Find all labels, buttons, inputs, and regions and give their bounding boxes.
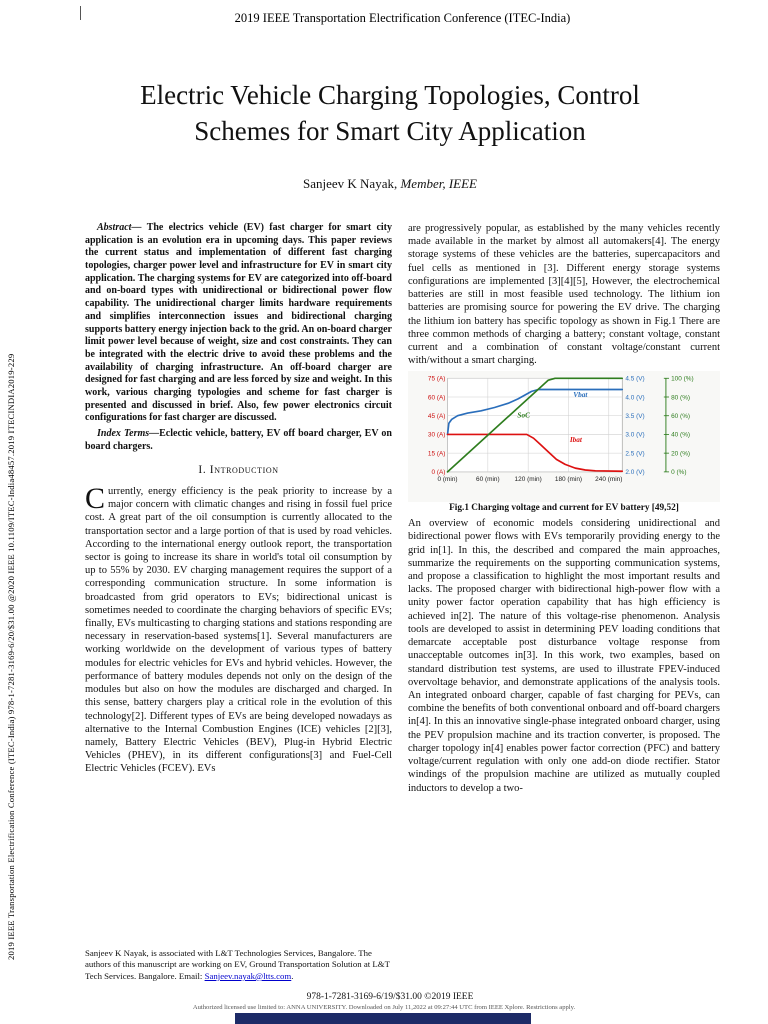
paper-title-line2: Schemes for Smart City Application — [194, 115, 586, 146]
crop-mark — [80, 6, 81, 20]
svg-text:15 (A): 15 (A) — [428, 451, 446, 458]
svg-text:0 (A): 0 (A) — [431, 470, 445, 477]
svg-text:100 (%): 100 (%) — [671, 376, 694, 383]
svg-text:75 (A): 75 (A) — [428, 376, 446, 383]
author-membership: Member, IEEE — [400, 176, 477, 191]
footer-bar — [235, 1013, 531, 1024]
svg-text:2.5 (V): 2.5 (V) — [625, 451, 644, 458]
paper-title: Electric Vehicle Charging Topologies, Co… — [60, 78, 720, 149]
svg-text:20 (%): 20 (%) — [671, 451, 690, 458]
svg-text:3.5 (V): 3.5 (V) — [625, 413, 644, 420]
svg-text:SoC: SoC — [517, 412, 530, 420]
svg-text:Vbat: Vbat — [573, 391, 588, 399]
footnote-period: . — [291, 970, 294, 981]
footer-copyright: 978-1-7281-3169-6/19/$31.00 ©2019 IEEE — [306, 992, 474, 1002]
svg-text:120 (min): 120 (min) — [515, 477, 542, 484]
left-column: Abstract— The electrics vehicle (EV) fas… — [85, 222, 392, 778]
svg-text:0 (min): 0 (min) — [438, 477, 458, 484]
svg-text:240 (min): 240 (min) — [595, 477, 622, 484]
svg-text:3.0 (V): 3.0 (V) — [625, 432, 644, 439]
right-column-paragraph-1: are progressively popular, as establishe… — [408, 223, 720, 367]
svg-text:60 (min): 60 (min) — [476, 477, 500, 484]
svg-text:4.0 (V): 4.0 (V) — [625, 395, 644, 402]
author-footnote: Sanjeev K Nayak, is associated with L&T … — [85, 948, 397, 982]
footnote-text: Sanjeev K Nayak, is associated with L&T … — [85, 948, 390, 981]
author-name: Sanjeev K Nayak, — [303, 176, 401, 191]
svg-text:45 (A): 45 (A) — [428, 413, 446, 420]
abstract-label: Abstract— — [97, 222, 147, 233]
svg-text:0 (%): 0 (%) — [671, 470, 686, 477]
abstract-text: The electrics vehicle (EV) fast charger … — [85, 222, 392, 424]
right-column-paragraph-2: An overview of economic models consideri… — [408, 518, 720, 794]
section-heading-introduction: I. Introduction — [198, 464, 279, 477]
figure-1-caption: Fig.1 Charging voltage and current for E… — [449, 503, 679, 514]
figure-1: 0 (A) 2.0 (V) 0 (%) 15 (A) 2.5 (V) 20 (%) 30 (… — [408, 371, 720, 515]
svg-text:60 (%): 60 (%) — [671, 413, 690, 420]
figure-1-chart: 0 (A) 2.0 (V) 0 (%) 15 (A) 2.5 (V) 20 (%) 30 (… — [408, 371, 720, 503]
author-email-link[interactable]: Sanjeev.nayak@ltts.com — [204, 970, 292, 981]
svg-text:40 (%): 40 (%) — [671, 432, 690, 439]
author-line: Sanjeev K Nayak, Member, IEEE — [60, 176, 720, 192]
index-terms-paragraph: Index Terms—Eclectic vehicle, battery, E… — [85, 428, 392, 453]
svg-text:30 (A): 30 (A) — [428, 432, 446, 439]
index-terms-text: Eclectic vehicle, battery, EV off board … — [85, 428, 392, 452]
svg-text:180 (min): 180 (min) — [555, 477, 582, 484]
svg-text:60 (A): 60 (A) — [428, 395, 446, 402]
svg-text:Ibat: Ibat — [569, 436, 583, 444]
index-terms-label: Index Terms— — [97, 428, 160, 439]
svg-text:2.0 (V): 2.0 (V) — [625, 470, 644, 477]
drop-cap: C — [85, 481, 106, 515]
conference-header: 2019 IEEE Transportation Electrification… — [234, 11, 571, 25]
svg-text:80 (%): 80 (%) — [671, 395, 690, 402]
footer-license-notice: Authorized licensed use limited to: ANNA… — [192, 1004, 576, 1011]
introduction-text: urrently, energy efficiency is the peak … — [85, 485, 392, 775]
right-column: are progressively popular, as establishe… — [408, 222, 720, 797]
paper-title-line1: Electric Vehicle Charging Topologies, Co… — [140, 80, 640, 110]
abstract-paragraph: Abstract— The electrics vehicle (EV) fas… — [85, 222, 392, 425]
svg-text:4.5 (V): 4.5 (V) — [625, 376, 644, 383]
side-copyright-text: 2019 IEEE Transportation Electrification… — [6, 353, 16, 960]
